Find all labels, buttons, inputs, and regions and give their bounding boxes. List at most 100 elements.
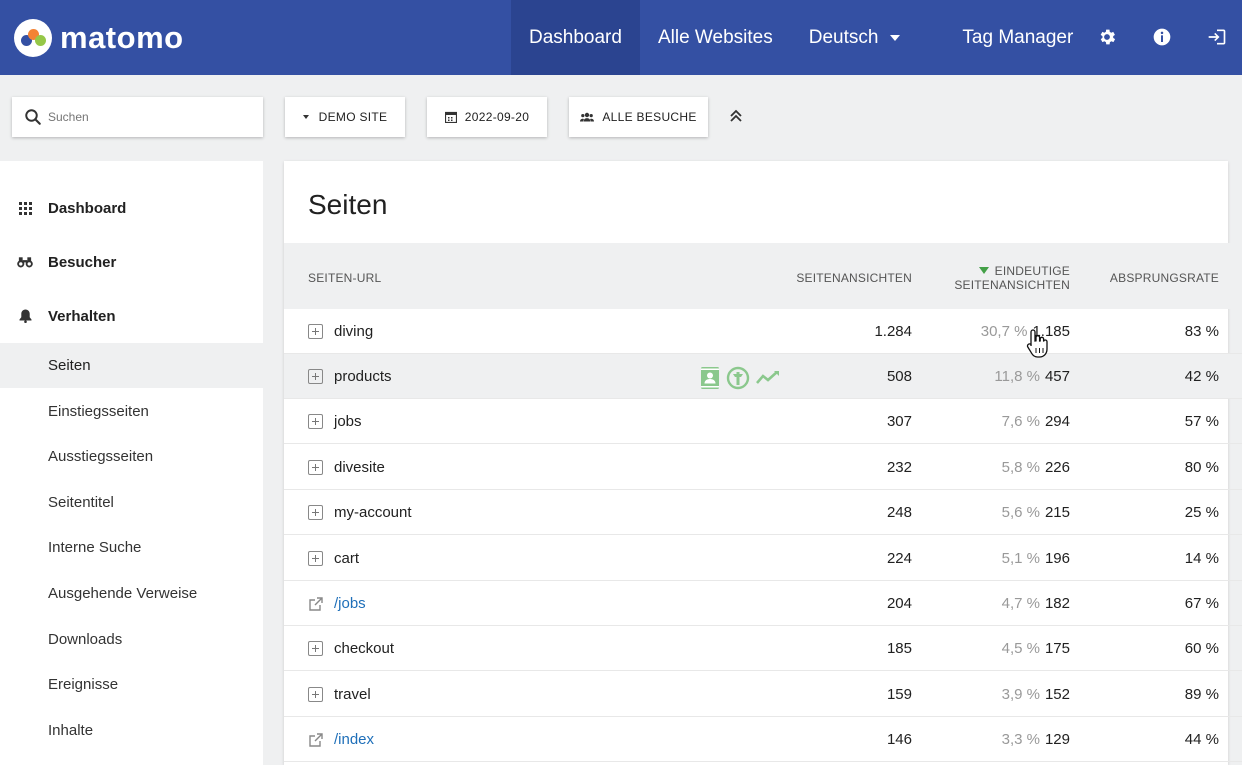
sidebar-item-label: Seitentitel — [48, 494, 114, 511]
column-header-unique-line2: SEITENANSICHTEN — [954, 278, 1070, 292]
chevron-double-up-icon[interactable] — [728, 108, 744, 124]
row-label-cell[interactable]: jobs — [308, 399, 362, 444]
table-row[interactable]: /jobs 204 4,7 % 182 67 % — [284, 581, 1242, 626]
nav-tag-manager[interactable]: Tag Manager — [944, 0, 1091, 75]
sidebar-category-visitors[interactable]: Besucher — [0, 242, 263, 282]
column-header-unique-pageviews[interactable]: EINDEUTIGE SEITENANSICHTEN — [954, 264, 1070, 292]
column-header-bounce-rate[interactable]: ABSPRUNGSRATE — [1109, 271, 1219, 285]
pageviews-value: 508 — [886, 368, 912, 385]
users-icon — [580, 112, 595, 122]
expand-icon[interactable] — [308, 460, 323, 475]
bounce-rate-value: 42 % — [1184, 368, 1219, 385]
nav-tag-manager-label: Tag Manager — [962, 26, 1074, 48]
matomo-logo-icon — [14, 19, 52, 57]
report-title: Seiten — [308, 189, 388, 220]
transitions-icon[interactable] — [726, 366, 750, 390]
sidebar-category-dashboard[interactable]: Dashboard — [0, 188, 263, 228]
sidebar-item-inhalte[interactable]: Inhalte — [0, 708, 263, 753]
nav-dashboard[interactable]: Dashboard — [511, 0, 640, 75]
row-label: divesite — [334, 459, 385, 476]
sidebar-item-label: Ausstiegsseiten — [48, 448, 154, 465]
external-link-icon[interactable] — [308, 596, 324, 612]
date-selector-button[interactable]: 2022-09-20 — [427, 97, 547, 137]
row-label: diving — [334, 323, 374, 340]
row-label-link[interactable]: /index — [334, 731, 375, 748]
unique-pageviews-value: 196 — [1044, 550, 1070, 567]
row-label-cell[interactable]: travel — [308, 672, 371, 717]
row-label-cell[interactable]: /index — [308, 717, 374, 762]
sidebar-item-ereignisse[interactable]: Ereignisse — [0, 662, 263, 707]
matomo-logo[interactable]: matomo — [14, 19, 184, 57]
row-label: checkout — [334, 640, 395, 657]
unique-pageviews-value: 1.185 — [1032, 323, 1070, 340]
table-header: SEITEN-URL SEITENANSICHTEN EINDEUTIGE SE… — [284, 243, 1242, 309]
unique-share-percent: 5,6 % — [1001, 504, 1040, 521]
expand-icon[interactable] — [308, 641, 323, 656]
row-label-cell[interactable]: checkout — [308, 626, 394, 671]
bounce-rate-value: 80 % — [1184, 459, 1219, 476]
column-header-pageviews[interactable]: SEITENANSICHTEN — [796, 271, 912, 285]
row-label-cell[interactable]: products — [308, 354, 392, 399]
sidebar-item-seitentitel[interactable]: Seitentitel — [0, 480, 263, 525]
gear-icon[interactable] — [1096, 26, 1118, 48]
row-evolution-icon[interactable] — [756, 370, 780, 386]
unique-pageviews-value: 457 — [1044, 368, 1070, 385]
date-selector-label: 2022-09-20 — [464, 110, 530, 124]
sidebar-item-ausgehende-verweise[interactable]: Ausgehende Verweise — [0, 571, 263, 616]
row-label-link[interactable]: /jobs — [334, 595, 366, 612]
visitor-profile-icon[interactable] — [700, 367, 720, 389]
table-row[interactable]: cart 224 5,1 % 196 14 % — [284, 536, 1242, 581]
sidebar-item-downloads[interactable]: Downloads — [0, 617, 263, 662]
pageviews-value: 1.284 — [874, 323, 912, 340]
expand-icon[interactable] — [308, 687, 323, 702]
info-icon[interactable] — [1151, 26, 1173, 48]
row-label: my-account — [334, 504, 412, 521]
bounce-rate-value: 89 % — [1184, 686, 1219, 703]
nav-all-websites-label: Alle Websites — [657, 26, 773, 48]
search-box[interactable] — [12, 97, 263, 137]
table-row[interactable]: travel 159 3,9 % 152 89 % — [284, 672, 1242, 717]
row-label-cell[interactable]: diving — [308, 309, 373, 354]
site-selector-label: DEMO SITE — [318, 110, 388, 124]
sidebar-item-ausstiegsseiten[interactable]: Ausstiegsseiten — [0, 434, 263, 479]
row-label-cell[interactable]: divesite — [308, 445, 385, 490]
table-row[interactable]: diving 1.284 30,7 % 1.185 83 % — [284, 309, 1242, 354]
bounce-rate-value: 60 % — [1184, 640, 1219, 657]
unique-share-percent: 30,7 % — [980, 323, 1028, 340]
search-input[interactable] — [48, 110, 248, 124]
table-row[interactable]: jobs 307 7,6 % 294 57 % — [284, 399, 1242, 444]
sidebar-category-label: Dashboard — [48, 199, 127, 217]
table-row[interactable]: /index 146 3,3 % 129 44 % — [284, 717, 1242, 762]
sidebar-category-behaviour[interactable]: Verhalten — [0, 296, 263, 336]
table-row[interactable]: divesite 232 5,8 % 226 80 % — [284, 445, 1242, 490]
row-label-cell[interactable]: my-account — [308, 490, 412, 535]
nav-all-websites[interactable]: Alle Websites — [640, 0, 791, 75]
unique-pageviews-value: 182 — [1044, 595, 1070, 612]
nav-dashboard-label: Dashboard — [529, 26, 622, 48]
expand-icon[interactable] — [308, 414, 323, 429]
segment-selector-button[interactable]: ALLE BESUCHE — [569, 97, 708, 137]
pageviews-value: 204 — [886, 595, 912, 612]
sidebar-item-seiten[interactable]: Seiten — [0, 343, 263, 388]
external-link-icon[interactable] — [308, 732, 324, 748]
sidebar-item-interne-suche[interactable]: Interne Suche — [0, 525, 263, 570]
bounce-rate-value: 25 % — [1184, 504, 1219, 521]
table-row[interactable]: products 508 11,8 % 457 42 % — [284, 354, 1242, 399]
row-label-cell[interactable]: /jobs — [308, 581, 366, 626]
expand-icon[interactable] — [308, 505, 323, 520]
expand-icon[interactable] — [308, 551, 323, 566]
sidebar-item-einstiegsseiten[interactable]: Einstiegsseiten — [0, 389, 263, 434]
unique-pageviews-value: 129 — [1044, 731, 1070, 748]
table-row[interactable]: checkout 185 4,5 % 175 60 % — [284, 626, 1242, 671]
row-label: cart — [334, 550, 360, 567]
sidebar-item-label: Seiten — [48, 357, 91, 374]
site-selector-button[interactable]: DEMO SITE — [285, 97, 405, 137]
column-header-url[interactable]: SEITEN-URL — [308, 271, 382, 285]
expand-icon[interactable] — [308, 369, 323, 384]
row-label-cell[interactable]: cart — [308, 536, 359, 581]
table-row[interactable]: my-account 248 5,6 % 215 25 % — [284, 490, 1242, 535]
expand-icon[interactable] — [308, 324, 323, 339]
language-selector[interactable]: Deutsch — [791, 0, 919, 75]
logout-icon[interactable] — [1206, 26, 1228, 48]
row-label: jobs — [334, 413, 362, 430]
